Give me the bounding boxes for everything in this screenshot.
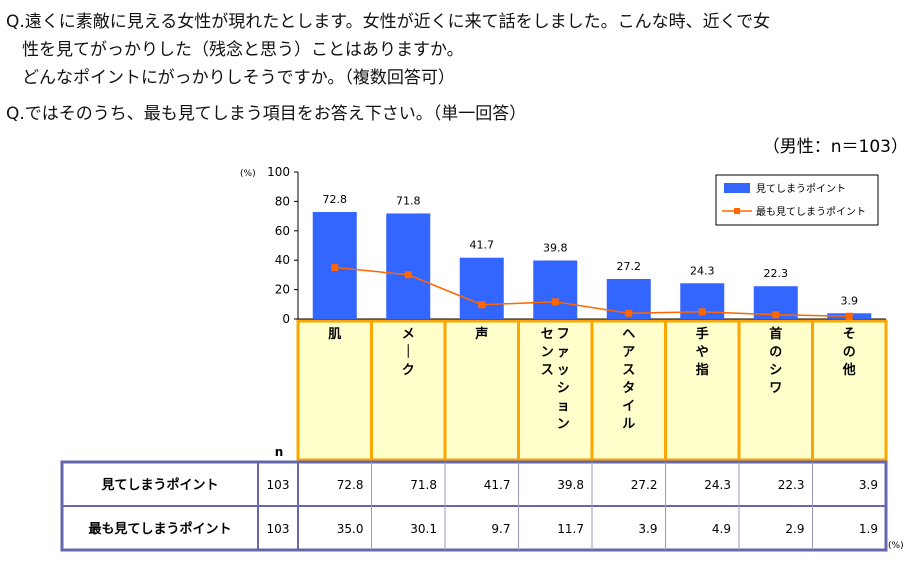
bar bbox=[533, 260, 578, 319]
category-label-char: ク bbox=[402, 363, 415, 378]
category-label-char: ン bbox=[557, 417, 570, 432]
category-label-char: シ bbox=[769, 363, 782, 378]
table-cell: 3.9 bbox=[638, 522, 657, 536]
y-tick-label: 0 bbox=[282, 312, 290, 326]
bar-data-label: 27.2 bbox=[617, 260, 642, 273]
y-tick-label: 60 bbox=[275, 224, 290, 238]
sample-size-note: （男性：n＝103） bbox=[762, 137, 908, 157]
table-cell: 39.8 bbox=[557, 478, 584, 492]
table-cell: 9.7 bbox=[491, 522, 510, 536]
y-tick-label: 80 bbox=[275, 194, 290, 208]
category-label-char: ワ bbox=[769, 381, 782, 396]
table-cell: 1.9 bbox=[859, 522, 878, 536]
table-n-cell: 103 bbox=[267, 478, 290, 492]
category-label-char: の bbox=[843, 345, 856, 360]
line-point bbox=[331, 264, 339, 272]
category-label-char: 首 bbox=[769, 326, 782, 342]
category-label-char: ｜ bbox=[402, 344, 415, 360]
question-1-line-1: Q.遠くに素敵に見える女性が現れたとします。女性が近くに来て話をしました。こんな… bbox=[6, 12, 771, 32]
line-series bbox=[331, 264, 853, 320]
bar-data-label: 39.8 bbox=[543, 241, 568, 254]
table-cell: 2.9 bbox=[785, 522, 804, 536]
line-point bbox=[698, 308, 706, 316]
legend-bar-label: 見てしまうポイント bbox=[756, 183, 846, 195]
y-unit-label: (%) bbox=[240, 169, 256, 179]
category-label-char: の bbox=[769, 345, 782, 360]
line-point bbox=[551, 298, 559, 306]
legend-line-marker bbox=[734, 208, 740, 214]
category-label-char: タ bbox=[622, 381, 635, 396]
category-label-char: や bbox=[696, 345, 709, 360]
bar-series: 72.8 71.8 41.7 39.8 27.2 24.3 22.3 3.9 bbox=[312, 193, 872, 319]
bar-data-label: 71.8 bbox=[396, 194, 421, 207]
category-label-char: メ bbox=[402, 327, 415, 342]
line-point bbox=[625, 309, 633, 317]
bar-data-label: 24.3 bbox=[690, 264, 715, 277]
category-label-char: ル bbox=[622, 417, 635, 432]
table-cell: 71.8 bbox=[410, 478, 437, 492]
table-cell: 22.3 bbox=[778, 478, 805, 492]
category-label-char: ス bbox=[622, 363, 635, 378]
category-label-char: ョ bbox=[557, 399, 570, 414]
category-label-char: そ bbox=[843, 327, 856, 342]
line-point bbox=[772, 311, 780, 319]
category-label-char: 手 bbox=[696, 326, 709, 342]
table-cell: 11.7 bbox=[557, 522, 584, 536]
table-cell: 35.0 bbox=[337, 522, 364, 536]
category-area: 肌メ｜ク声 ファッションセンスヘアスタイル手や指首のシワその他 bbox=[296, 319, 888, 462]
category-label-char: 声 bbox=[474, 326, 488, 342]
n-column-header: n bbox=[275, 445, 284, 459]
y-tick-label: 20 bbox=[275, 283, 290, 297]
data-table: n 見てしまうポイント 103 72.8 71.8 41.7 39.8 27.2 24.3 22.… bbox=[60, 445, 904, 552]
bar bbox=[386, 213, 431, 319]
question-1-line-3: どんなポイントにがっかりしそうですか。（複数回答可） bbox=[22, 68, 455, 88]
category-label-char: 肌 bbox=[328, 327, 341, 342]
category-label-char: ッ bbox=[557, 363, 570, 378]
legend-bar-swatch bbox=[724, 183, 750, 193]
y-tick-label: 40 bbox=[275, 253, 290, 267]
table-cell: 3.9 bbox=[859, 478, 878, 492]
table-unit-label: (%) bbox=[888, 541, 904, 551]
question-1-line-2: 性を見てがっかりした（残念と思う）ことはありますか。 bbox=[22, 40, 464, 60]
line-point bbox=[845, 312, 853, 320]
y-tick-label: 100 bbox=[267, 165, 290, 179]
table-cell: 27.2 bbox=[631, 478, 658, 492]
bar-data-label: 22.3 bbox=[764, 267, 789, 280]
legend-line-label: 最も見てしまうポイント bbox=[756, 206, 866, 218]
table-cell: 41.7 bbox=[484, 478, 511, 492]
bar-data-label: 41.7 bbox=[470, 239, 495, 252]
table-cell: 30.1 bbox=[410, 522, 437, 536]
category-label-char: セ bbox=[541, 327, 554, 342]
table-row-label: 見てしまうポイント bbox=[100, 477, 218, 493]
question-2: Q.ではそのうち、最も見てしまう項目をお答え下さい。（単一回答） bbox=[6, 104, 527, 124]
table-row-label: 最も見てしまうポイント bbox=[88, 521, 231, 537]
table-cell: 72.8 bbox=[337, 478, 364, 492]
category-label-char: 指 bbox=[696, 362, 709, 378]
category-label-char: フ bbox=[557, 327, 570, 342]
category-label-char: 他 bbox=[842, 362, 856, 378]
series-line bbox=[334, 266, 850, 317]
bar bbox=[459, 257, 504, 319]
line-point bbox=[478, 301, 486, 309]
category-label-char: シ bbox=[557, 381, 570, 396]
category-label-char: ア bbox=[622, 345, 635, 360]
table-cell: 4.9 bbox=[712, 522, 731, 536]
bar-data-label: 72.8 bbox=[323, 193, 348, 206]
category-label-char: ン bbox=[541, 345, 554, 360]
category-label-char: イ bbox=[622, 399, 635, 414]
line-point bbox=[404, 271, 412, 279]
category-label-char: ヘ bbox=[622, 327, 635, 342]
bar-data-label: 3.9 bbox=[841, 294, 859, 307]
category-label-char: ァ bbox=[557, 345, 570, 360]
category-label-char: ス bbox=[541, 363, 554, 378]
table-n-cell: 103 bbox=[267, 522, 290, 536]
table-cell: 24.3 bbox=[704, 478, 731, 492]
